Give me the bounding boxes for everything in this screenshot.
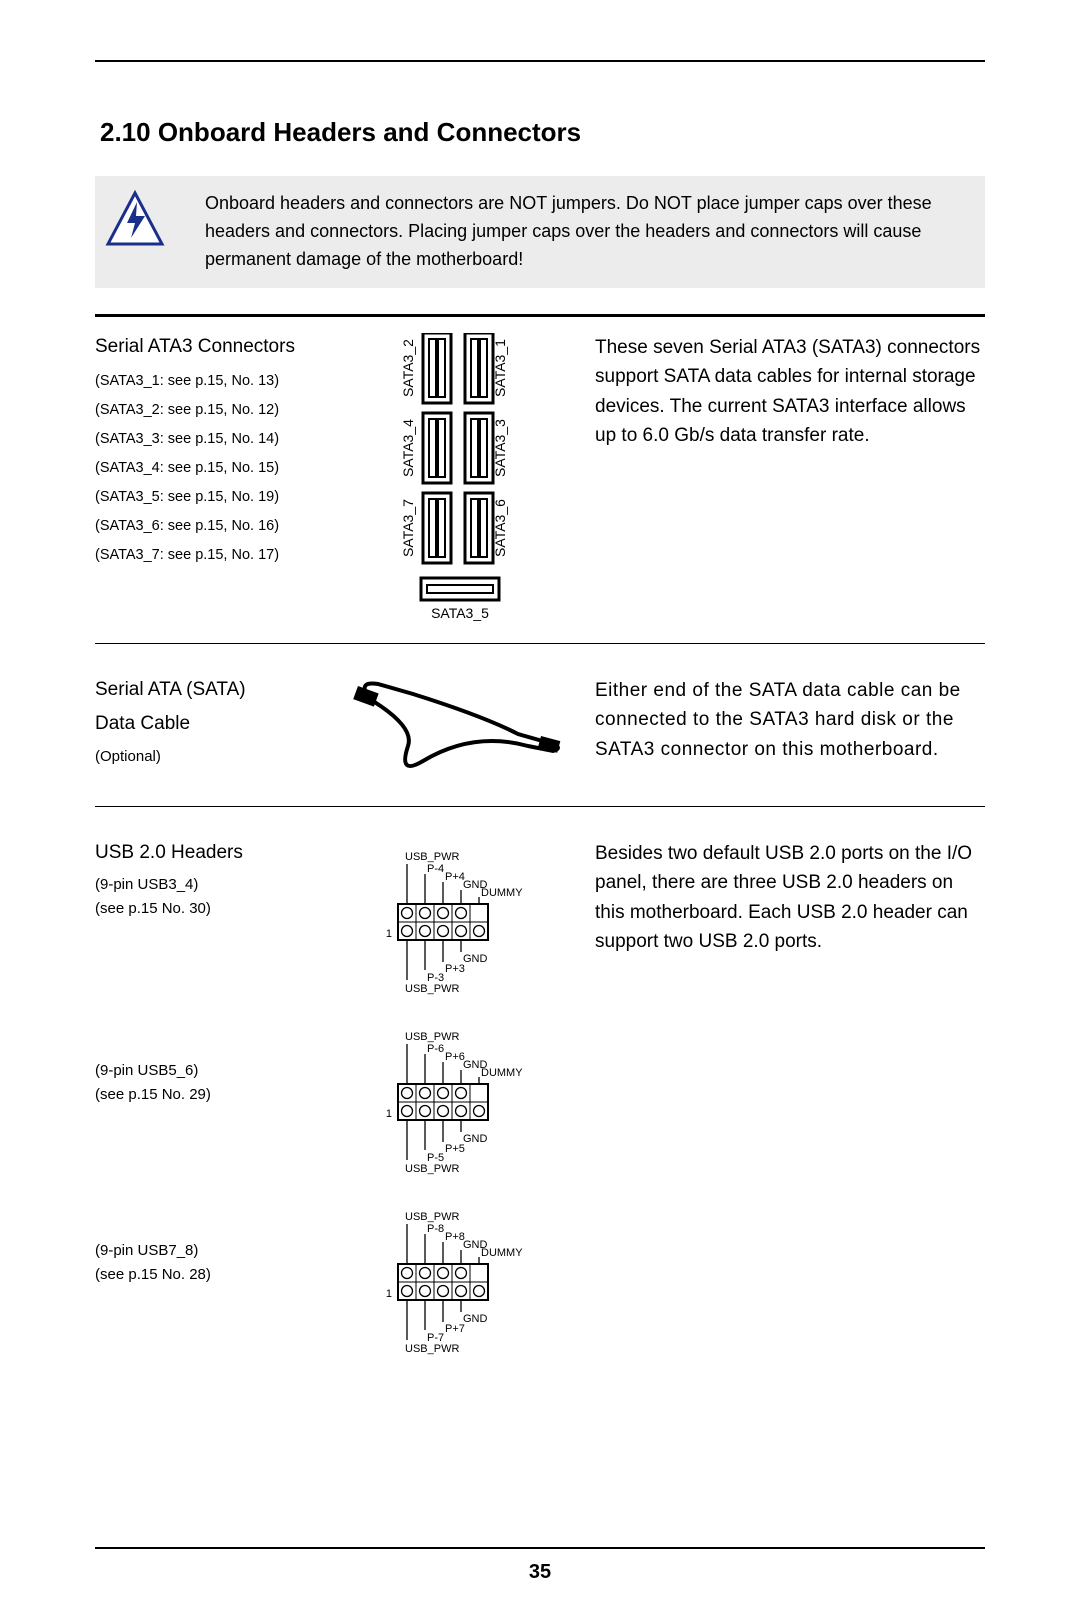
svg-text:P-8: P-8 — [427, 1223, 444, 1235]
svg-text:P+5: P+5 — [445, 1143, 465, 1155]
svg-text:SATA3_3: SATA3_3 — [492, 419, 508, 477]
svg-text:SATA3_2: SATA3_2 — [400, 339, 416, 397]
cable-desc: Either end of the SATA data cable can be… — [595, 676, 985, 764]
svg-text:SATA3_7: SATA3_7 — [400, 499, 416, 557]
sata-ref: (SATA3_3: see p.15, No. 14) — [95, 425, 320, 454]
usb-diagram-2: 1USB_PWRP-6P+6GNDDUMMYUSB_PWRP-5P+5GND — [340, 1019, 575, 1179]
sata-diagram: SATA3_2 SATA3_1 SATA3_4 SATA3_3 SATA3_7 … — [340, 333, 575, 623]
lightning-warning-icon — [105, 190, 165, 255]
svg-text:GND: GND — [463, 1133, 488, 1145]
svg-text:SATA3_4: SATA3_4 — [400, 419, 416, 477]
usb-ref: (see p.15 No. 30) — [95, 897, 320, 921]
svg-text:P+3: P+3 — [445, 963, 465, 975]
divider — [95, 806, 985, 807]
cable-sub: (Optional) — [95, 745, 320, 769]
svg-text:1: 1 — [385, 1108, 391, 1120]
sata-ref: (SATA3_7: see p.15, No. 17) — [95, 541, 320, 570]
svg-text:P-7: P-7 — [427, 1332, 444, 1344]
svg-text:P+4: P+4 — [445, 871, 465, 883]
sata-desc: These seven Serial ATA3 (SATA3) connecto… — [595, 333, 985, 451]
svg-text:GND: GND — [463, 1313, 488, 1325]
sata-section: Serial ATA3 Connectors (SATA3_1: see p.1… — [95, 321, 985, 623]
svg-text:P-4: P-4 — [427, 863, 444, 875]
top-rule — [95, 60, 985, 62]
section-heading: 2.10 Onboard Headers and Connectors — [100, 117, 985, 148]
svg-text:SATA3_1: SATA3_1 — [492, 339, 508, 397]
sata-ref: (SATA3_5: see p.15, No. 19) — [95, 483, 320, 512]
svg-text:SATA3_5: SATA3_5 — [431, 605, 489, 621]
svg-text:SATA3_6: SATA3_6 — [492, 499, 508, 557]
usb-ref: (see p.15 No. 29) — [95, 1083, 320, 1107]
svg-text:DUMMY: DUMMY — [481, 887, 523, 899]
svg-text:GND: GND — [463, 953, 488, 965]
usb-desc: Besides two default USB 2.0 ports on the… — [595, 839, 985, 957]
warning-box: Onboard headers and connectors are NOT j… — [95, 176, 985, 288]
usb-left-2: (9-pin USB5_6) (see p.15 No. 29) — [95, 1059, 320, 1107]
usb-section: USB 2.0 Headers (9-pin USB3_4) (see p.15… — [95, 827, 985, 1359]
usb-pin: (9-pin USB3_4) — [95, 873, 320, 897]
cable-diagram — [340, 676, 575, 786]
sata-left-col: Serial ATA3 Connectors (SATA3_1: see p.1… — [95, 333, 320, 571]
svg-text:1: 1 — [385, 1288, 391, 1300]
usb-left-3: (9-pin USB7_8) (see p.15 No. 28) — [95, 1239, 320, 1287]
warning-text: Onboard headers and connectors are NOT j… — [205, 190, 965, 274]
usb-left-1: USB 2.0 Headers (9-pin USB3_4) (see p.15… — [95, 839, 320, 922]
svg-text:DUMMY: DUMMY — [481, 1247, 523, 1259]
usb-ref: (see p.15 No. 28) — [95, 1263, 320, 1287]
usb-pin: (9-pin USB7_8) — [95, 1239, 320, 1263]
svg-text:P-3: P-3 — [427, 972, 444, 984]
cable-left: Serial ATA (SATA) Data Cable (Optional) — [95, 676, 320, 769]
cable-section: Serial ATA (SATA) Data Cable (Optional) … — [95, 664, 985, 786]
usb-title: USB 2.0 Headers — [95, 839, 320, 868]
svg-text:USB_PWR: USB_PWR — [405, 1163, 459, 1175]
svg-text:DUMMY: DUMMY — [481, 1067, 523, 1079]
divider — [95, 643, 985, 644]
sata-ref: (SATA3_2: see p.15, No. 12) — [95, 396, 320, 425]
svg-text:USB_PWR: USB_PWR — [405, 1031, 459, 1043]
cable-title-line2: Data Cable — [95, 710, 320, 739]
sata-title: Serial ATA3 Connectors — [95, 333, 320, 362]
svg-text:P+6: P+6 — [445, 1051, 465, 1063]
svg-text:1: 1 — [385, 928, 391, 940]
svg-text:P+8: P+8 — [445, 1231, 465, 1243]
svg-text:P+7: P+7 — [445, 1323, 465, 1335]
sata-ref: (SATA3_6: see p.15, No. 16) — [95, 512, 320, 541]
sata-ref: (SATA3_4: see p.15, No. 15) — [95, 454, 320, 483]
divider — [95, 314, 985, 317]
usb-pin: (9-pin USB5_6) — [95, 1059, 320, 1083]
bottom-rule — [95, 1547, 985, 1549]
svg-text:P-5: P-5 — [427, 1152, 444, 1164]
svg-text:USB_PWR: USB_PWR — [405, 1343, 459, 1355]
svg-text:P-6: P-6 — [427, 1043, 444, 1055]
svg-text:USB_PWR: USB_PWR — [405, 851, 459, 863]
sata-ref: (SATA3_1: see p.15, No. 13) — [95, 367, 320, 396]
usb-diagram-3: 1USB_PWRP-8P+8GNDDUMMYUSB_PWRP-7P+7GND — [340, 1199, 575, 1359]
cable-title-line1: Serial ATA (SATA) — [95, 676, 320, 705]
svg-text:USB_PWR: USB_PWR — [405, 1211, 459, 1223]
page-number: 35 — [0, 1561, 1080, 1584]
usb-diagram-1: 1USB_PWRP-4P+4GNDDUMMYUSB_PWRP-3P+3GND — [340, 839, 575, 999]
svg-text:USB_PWR: USB_PWR — [405, 983, 459, 995]
